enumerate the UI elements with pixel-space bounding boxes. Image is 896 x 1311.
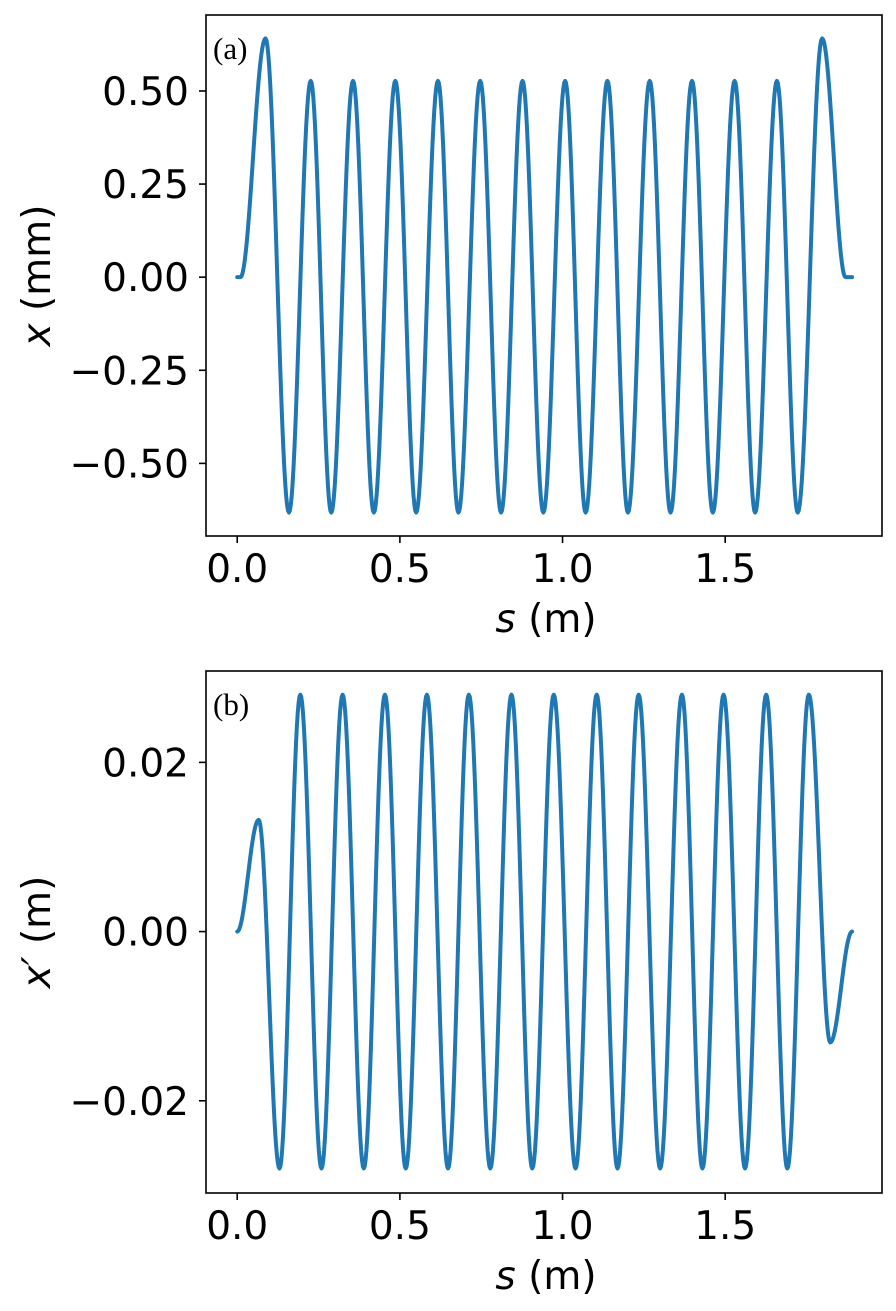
y-tick-label: −0.50 — [69, 442, 189, 487]
y-tick-label: −0.25 — [69, 349, 189, 394]
data-line — [235, 36, 855, 515]
x-tick-label: 0.0 — [206, 547, 268, 592]
y-axis-label: x′ (m) — [15, 876, 60, 991]
y-tick-label: 0.00 — [102, 256, 189, 301]
data-line — [235, 692, 855, 1171]
y-tick-label: 0.02 — [102, 741, 189, 786]
x-axis-label: s (m) — [495, 597, 596, 642]
x-axis-label: s (m) — [495, 1254, 596, 1299]
x-tick-label: 1.0 — [532, 547, 594, 592]
axes-frame — [205, 14, 883, 537]
x-tick-label: 1.0 — [532, 1204, 594, 1249]
x-tick-label: 1.5 — [694, 1204, 756, 1249]
panel-label: (b) — [213, 687, 249, 722]
y-tick-label: 0.50 — [102, 70, 189, 115]
x-tick-label: 0.0 — [206, 1204, 268, 1249]
y-tick-label: 0.25 — [102, 163, 189, 208]
y-tick-label: 0.00 — [102, 911, 189, 956]
y-tick-label: −0.02 — [69, 1080, 189, 1125]
x-tick-label: 1.5 — [694, 547, 756, 592]
x-tick-label: 0.5 — [369, 1204, 431, 1249]
panel-b: 0.0 0.5 1.0 1.5 0.02 0.00 −0.02 s (m) x′ (m) (b) — [15, 670, 883, 1299]
panel-label: (a) — [213, 31, 247, 66]
y-axis-label: x (mm) — [15, 205, 60, 349]
panel-a: 0.0 0.5 1.0 1.5 0.50 0.25 0.00 −0.25 −0.50 s (m) x… — [15, 14, 883, 642]
x-tick-label: 0.5 — [369, 547, 431, 592]
